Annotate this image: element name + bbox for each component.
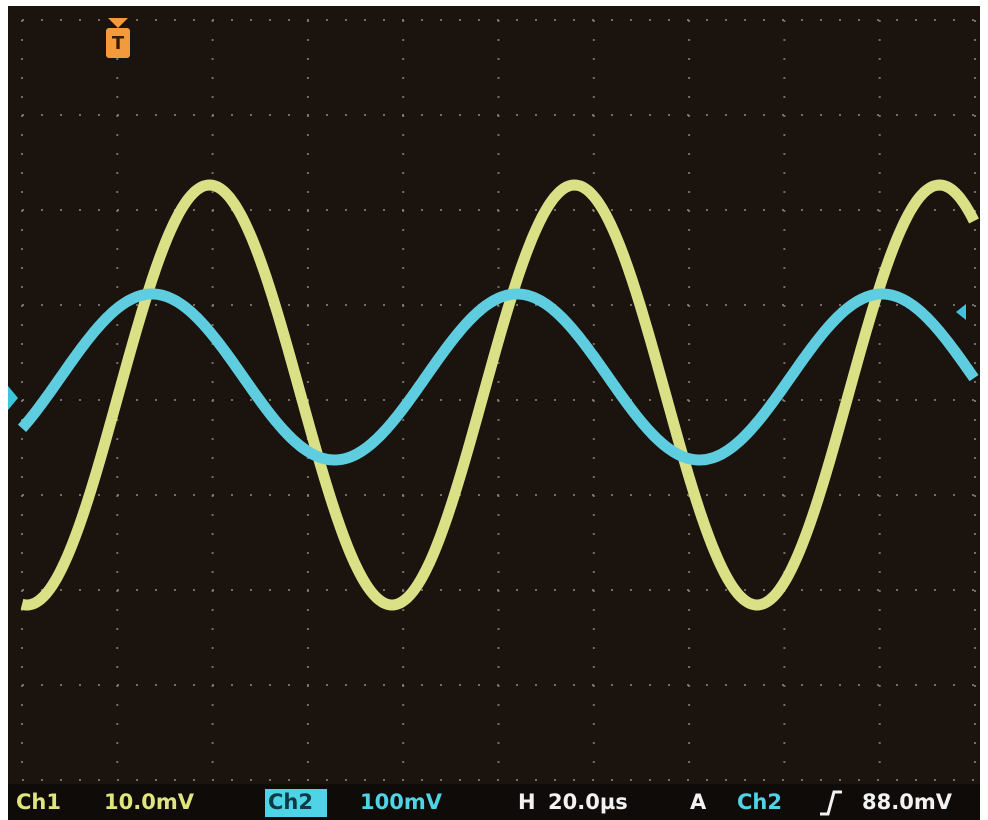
trigger-source: Ch2	[737, 790, 782, 814]
screen-background	[8, 6, 980, 812]
trigger-level: 88.0mV	[862, 790, 953, 814]
ch1-label: Ch1	[16, 790, 61, 814]
ch1-scale: 10.0mV	[104, 790, 195, 814]
trigger-mode: A	[690, 790, 707, 814]
ch2-scale: 100mV	[360, 790, 443, 814]
oscilloscope-screen: T Ch1 10.0mV Ch2 100mV H 20.0µs A Ch2 88…	[0, 0, 988, 820]
ch2-label: Ch2	[268, 790, 313, 814]
trigger-position-label: T	[112, 33, 125, 54]
horizontal-scale: 20.0µs	[548, 790, 628, 814]
horizontal-label: H	[518, 790, 536, 814]
